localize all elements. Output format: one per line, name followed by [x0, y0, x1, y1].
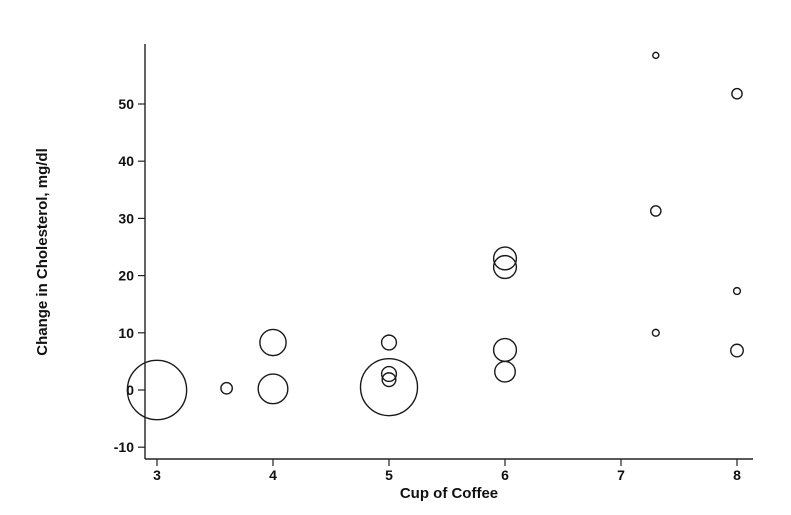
y-tick-label: 50: [118, 96, 134, 112]
data-point: [652, 51, 660, 60]
x-tick-label: 6: [501, 467, 509, 483]
data-point: [381, 372, 397, 388]
y-tick-label: 30: [118, 210, 134, 226]
x-tick-label: 3: [153, 467, 161, 483]
x-tick-label: 4: [269, 467, 277, 483]
data-point: [257, 373, 289, 405]
data-point: [220, 381, 234, 395]
y-tick-label: 0: [126, 382, 134, 398]
data-point: [649, 205, 662, 217]
y-tick-label: 10: [118, 325, 134, 341]
x-tick-label: 7: [617, 467, 625, 483]
data-point: [731, 87, 743, 100]
y-tick-label: 20: [118, 268, 134, 284]
axes: [144, 44, 753, 460]
y-tick-label: -10: [114, 439, 134, 455]
data-point: [494, 360, 516, 383]
x-tick-label: 5: [385, 467, 393, 483]
y-axis-label: Change in Cholesterol, mg/dl: [34, 148, 51, 356]
data-point: [651, 328, 660, 337]
data-point: [492, 246, 518, 271]
data-point: [492, 337, 518, 363]
data-point: [730, 343, 744, 358]
data-point: [359, 357, 419, 417]
x-axis-label: Cup of Coffee: [400, 485, 498, 502]
y-tick-label: 40: [118, 153, 134, 169]
x-ticks: 3 4 5 6 7 8: [153, 459, 741, 483]
x-tick-label: 8: [733, 467, 741, 483]
data-point: [380, 334, 398, 351]
data-point: [732, 286, 742, 296]
bubbles: [126, 51, 744, 421]
data-point: [380, 365, 398, 383]
y-ticks: -10 0 10 20 30 40 50: [114, 96, 145, 455]
data-point: [492, 254, 518, 280]
data-point: [259, 328, 287, 357]
data-point: [126, 359, 188, 421]
